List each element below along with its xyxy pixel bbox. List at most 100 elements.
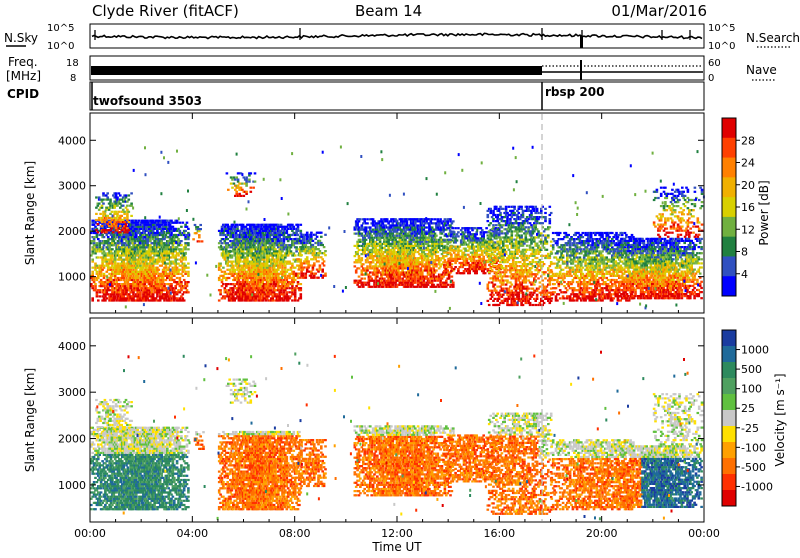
power-data-cell bbox=[160, 224, 163, 226]
power-data-cell bbox=[134, 240, 137, 242]
power-data-cell bbox=[221, 279, 224, 281]
power-data-cell bbox=[109, 199, 112, 201]
power-data-cell bbox=[300, 264, 303, 266]
power-data-cell bbox=[414, 243, 417, 245]
power-data-cell bbox=[248, 283, 251, 285]
power-data-cell bbox=[126, 219, 129, 221]
power-data-cell bbox=[233, 244, 236, 246]
power-data-cell bbox=[116, 221, 119, 223]
power-data-cell bbox=[303, 240, 306, 242]
power-data-cell bbox=[233, 250, 236, 252]
power-data-cell bbox=[121, 246, 124, 248]
power-data-cell bbox=[417, 265, 420, 267]
power-data-cell bbox=[115, 194, 118, 196]
power-data-cell bbox=[224, 297, 227, 299]
power-data-cell bbox=[262, 295, 265, 297]
power-data-cell bbox=[142, 238, 145, 240]
power-data-cell bbox=[283, 279, 286, 281]
power-data-cell bbox=[310, 238, 313, 240]
power-data-cell bbox=[356, 243, 359, 245]
power-data-cell bbox=[109, 201, 112, 203]
power-data-cell bbox=[162, 277, 165, 279]
power-data-cell bbox=[382, 267, 385, 269]
nsky-drop bbox=[580, 36, 583, 48]
power-data-cell bbox=[255, 230, 258, 232]
power-data-cell bbox=[421, 241, 424, 243]
power-data-cell bbox=[291, 287, 294, 289]
power-data-cell bbox=[158, 254, 161, 256]
power-data-cell bbox=[404, 253, 407, 255]
power-data-cell bbox=[183, 299, 186, 301]
power-data-cell bbox=[250, 299, 253, 301]
power-data-cell bbox=[281, 269, 284, 271]
power-data-cell bbox=[269, 250, 272, 252]
power-data-cell bbox=[299, 252, 302, 254]
power-data-cell bbox=[288, 277, 291, 279]
power-data-cell bbox=[390, 276, 393, 278]
power-data-cell bbox=[226, 283, 229, 285]
power-data-cell bbox=[131, 240, 134, 242]
power-data-cell bbox=[281, 256, 284, 258]
power-data-cell bbox=[170, 220, 173, 222]
power-data-cell bbox=[305, 273, 308, 275]
power-data-cell bbox=[172, 236, 175, 238]
power-data-cell bbox=[286, 238, 289, 240]
power-data-cell bbox=[253, 244, 256, 246]
power-data-cell bbox=[167, 254, 170, 256]
freq-label-line1: Freq. bbox=[8, 55, 38, 69]
power-data-cell bbox=[310, 236, 313, 238]
power-data-cell bbox=[98, 196, 101, 198]
power-data-cell bbox=[390, 263, 393, 265]
power-data-cell bbox=[386, 220, 389, 222]
power-data-cell bbox=[122, 295, 125, 297]
power-data-cell bbox=[245, 181, 248, 183]
power-data-cell bbox=[313, 252, 316, 254]
power-data-cell bbox=[245, 275, 248, 277]
power-data-cell bbox=[263, 238, 266, 240]
power-data-cell bbox=[314, 234, 317, 236]
nsky-series bbox=[92, 33, 702, 38]
power-data-cell bbox=[356, 247, 359, 249]
power-data-cell bbox=[116, 196, 119, 198]
power-data-cell bbox=[123, 213, 126, 215]
power-data-cell bbox=[270, 293, 273, 295]
power-data-cell bbox=[177, 273, 180, 275]
power-data-cell bbox=[201, 240, 204, 242]
power-data-cell bbox=[226, 242, 229, 244]
power-data-cell bbox=[119, 194, 122, 196]
power-data-cell bbox=[179, 291, 182, 293]
power-data-cell bbox=[96, 291, 99, 293]
power-data-cell bbox=[95, 219, 98, 221]
power-data-cell bbox=[96, 293, 99, 295]
power-data-cell bbox=[418, 253, 421, 255]
power-data-cell bbox=[221, 297, 224, 299]
power-data-cell bbox=[97, 231, 100, 233]
power-data-cell bbox=[296, 234, 299, 236]
power-data-cell bbox=[103, 244, 106, 246]
power-data-cell bbox=[260, 254, 263, 256]
power-data-cell bbox=[305, 248, 308, 250]
power-data-cell bbox=[93, 242, 96, 244]
power-data-cell bbox=[177, 238, 180, 240]
power-data-cell bbox=[377, 259, 380, 261]
power-data-cell bbox=[299, 260, 302, 262]
power-data-cell bbox=[290, 246, 293, 248]
power-data-cell bbox=[239, 238, 242, 240]
power-data-cell bbox=[115, 299, 118, 301]
power-data-cell bbox=[91, 297, 94, 299]
power-data-cell bbox=[115, 223, 118, 225]
power-data-cell bbox=[276, 242, 279, 244]
power-data-cell bbox=[182, 297, 185, 299]
power-data-cell bbox=[376, 229, 379, 231]
power-data-cell bbox=[414, 280, 417, 282]
power-data-cell bbox=[198, 230, 201, 232]
power-data-cell bbox=[225, 236, 228, 238]
power-data-cell bbox=[233, 228, 236, 230]
power-data-cell bbox=[239, 281, 242, 283]
power-data-cell bbox=[369, 233, 372, 235]
power-data-cell bbox=[180, 248, 183, 250]
power-data-cell bbox=[281, 273, 284, 275]
power-data-cell bbox=[358, 257, 361, 259]
power-data-cell bbox=[114, 275, 117, 277]
power-data-cell bbox=[113, 293, 116, 295]
